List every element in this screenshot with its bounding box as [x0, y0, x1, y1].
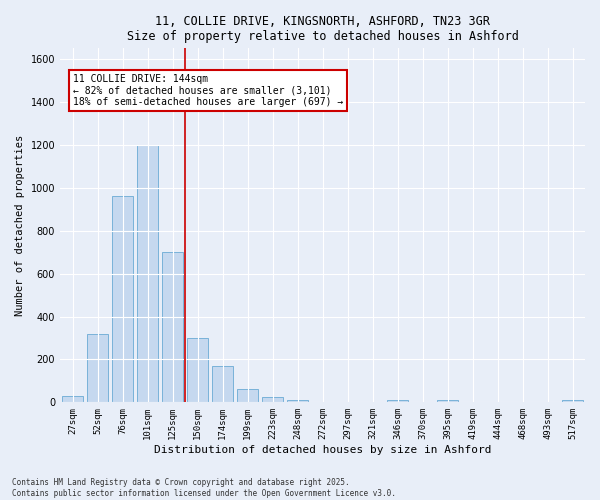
Bar	[112, 196, 133, 402]
Bar	[137, 145, 158, 403]
Text: 11 COLLIE DRIVE: 144sqm
← 82% of detached houses are smaller (3,101)
18% of semi: 11 COLLIE DRIVE: 144sqm ← 82% of detache…	[73, 74, 343, 108]
Bar	[287, 400, 308, 402]
Title: 11, COLLIE DRIVE, KINGSNORTH, ASHFORD, TN23 3GR
Size of property relative to det: 11, COLLIE DRIVE, KINGSNORTH, ASHFORD, T…	[127, 15, 518, 43]
Bar	[212, 366, 233, 403]
Text: Contains HM Land Registry data © Crown copyright and database right 2025.
Contai: Contains HM Land Registry data © Crown c…	[12, 478, 396, 498]
Bar	[162, 252, 183, 402]
Bar	[62, 396, 83, 402]
Y-axis label: Number of detached properties: Number of detached properties	[15, 134, 25, 316]
Bar	[187, 338, 208, 402]
X-axis label: Distribution of detached houses by size in Ashford: Distribution of detached houses by size …	[154, 445, 491, 455]
Bar	[437, 400, 458, 402]
Bar	[387, 400, 408, 402]
Bar	[562, 400, 583, 402]
Bar	[237, 390, 258, 402]
Bar	[262, 397, 283, 402]
Bar	[87, 334, 108, 402]
